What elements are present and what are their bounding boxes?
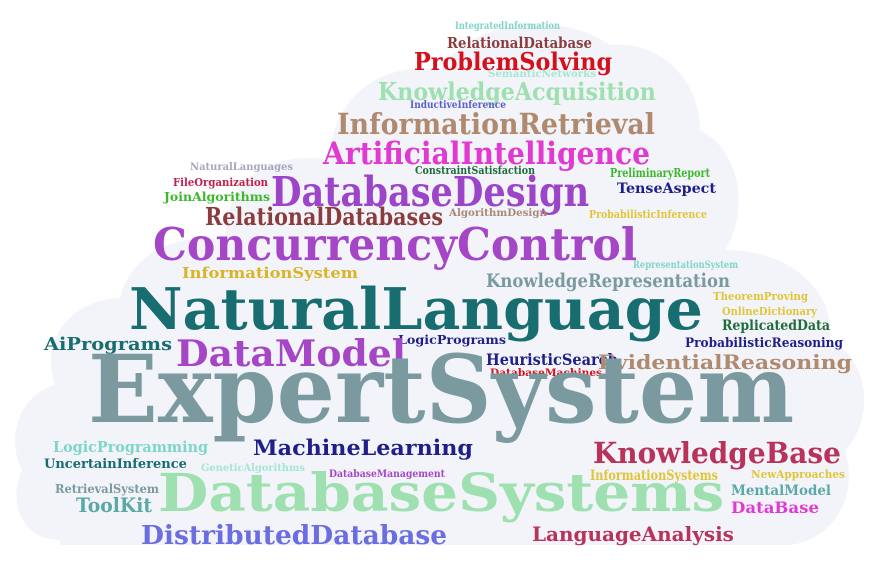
cloud-word: UncertainInference <box>44 457 187 472</box>
cloud-word: DatabaseDesign <box>271 168 590 216</box>
cloud-word: HeuristicSearch <box>486 350 619 369</box>
cloud-word: InformationSystems <box>590 468 719 484</box>
cloud-word: DatabaseSystems <box>158 463 725 524</box>
cloud-word: NewApproaches <box>751 468 845 481</box>
cloud-word: ArtificialIntelligence <box>323 136 650 172</box>
cloud-word: PreliminaryReport <box>610 166 711 180</box>
cloud-word: LogicProgramming <box>53 438 209 456</box>
cloud-word: RelationalDatabase <box>447 34 592 52</box>
cloud-word: NaturalLanguage <box>129 276 703 343</box>
cloud-silhouette <box>15 24 865 546</box>
cloud-word: LogicPrograms <box>398 333 507 347</box>
cloud-word: ToolKit <box>76 493 152 517</box>
cloud-word: KnowledgeBase <box>593 436 841 470</box>
cloud-word: TenseAspect <box>617 181 716 197</box>
cloud-word: ProbabilisticInference <box>589 208 707 221</box>
cloud-word: InformationSystem <box>182 264 358 282</box>
cloud-word: TheoremProving <box>713 290 809 303</box>
cloud-word: EvidentialReasoning <box>598 350 852 374</box>
cloud-word: InductiveInference <box>410 100 506 111</box>
cloud-word: ConstraintSatisfaction <box>415 164 536 177</box>
cloud-word: MachineLearning <box>253 435 473 460</box>
cloud-word: GeneticAlgorithms <box>201 463 305 474</box>
cloud-word: ProbabilisticReasoning <box>685 336 843 351</box>
cloud-word: KnowledgeRepresentation <box>486 270 730 292</box>
cloud-word: LanguageAnalysis <box>532 522 734 546</box>
cloud-word: KnowledgeAcquisition <box>378 77 656 106</box>
cloud-word: AlgorithmDesign <box>449 208 547 219</box>
cloud-word: DistributedDatabase <box>141 521 448 551</box>
cloud-word: ProblemSolving <box>414 47 613 76</box>
cloud-word: IntegratedInformation <box>455 21 560 32</box>
cloud-word: ConcurrencyControl <box>153 218 638 271</box>
cloud-word: DatabaseManagement <box>329 469 445 480</box>
cloud-word: JoinAlgorithms <box>164 190 271 204</box>
cloud-word: SemanticNetworks <box>488 69 596 80</box>
cloud-word: ReplicatedData <box>722 318 830 334</box>
cloud-word: AiPrograms <box>44 334 173 355</box>
cloud-word: DataModel <box>176 333 407 375</box>
cloud-word: DataBase <box>731 498 819 517</box>
cloud-word: NaturalLanguages <box>190 162 293 173</box>
cloud-word: ExpertSystem <box>88 335 795 445</box>
cloud-word: RepresentationSystem <box>633 260 739 271</box>
cloud-word: FileOrganization <box>173 176 269 189</box>
cloud-word: DatabaseMachines <box>490 368 603 379</box>
cloud-word: RetrievalSystem <box>55 482 160 496</box>
cloud-word: OnlineDictionary <box>722 305 817 318</box>
cloud-word: InformationRetrieval <box>337 107 656 141</box>
cloud-word: RelationalDatabases <box>205 202 444 231</box>
cloud-word: MentalModel <box>731 483 832 499</box>
